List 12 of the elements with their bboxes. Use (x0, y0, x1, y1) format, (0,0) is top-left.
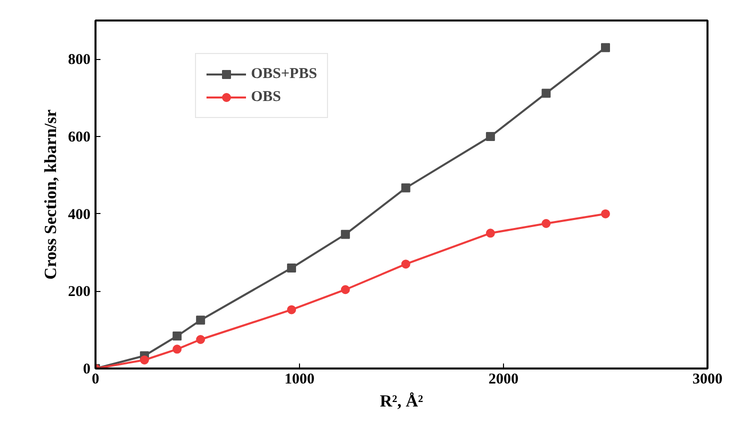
x-tick-label: 1000 (284, 372, 314, 388)
y-tick-label: 800 (68, 52, 90, 68)
legend-label: OBS+PBS (251, 66, 318, 82)
x-axis-title: R², Å² (380, 392, 424, 410)
y-tick-label: 400 (68, 206, 90, 223)
x-tick-label: 2000 (488, 372, 518, 388)
y-tick-label: 200 (68, 284, 90, 300)
y-axis-title: Cross Section, kbarn/sr (41, 108, 60, 280)
x-tick-label: 3000 (692, 372, 722, 388)
y-tick-label: 600 (68, 130, 90, 146)
y-tick-label: 0 (83, 362, 90, 378)
legend-label: OBS (251, 88, 282, 106)
